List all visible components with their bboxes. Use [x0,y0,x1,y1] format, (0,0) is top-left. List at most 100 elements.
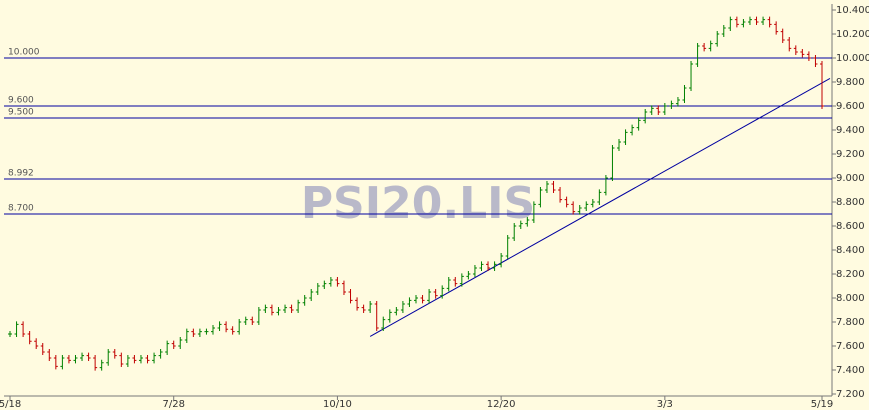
level-label: 10.000 [8,48,40,58]
price-bar [813,55,818,67]
price-bar [715,31,720,47]
price-bar [165,340,170,355]
price-bar [610,145,615,181]
price-bar [296,299,301,313]
price-bar [289,304,294,313]
price-bar [584,201,589,211]
y-tick-label: 7.400 [836,365,865,376]
price-bar [387,309,392,323]
price-bar [250,316,255,325]
price-bar [459,273,464,287]
price-bar [649,105,654,115]
x-tick-label: 12/20 [487,399,516,410]
price-bar [440,285,445,299]
price-bar [40,343,45,355]
price-bar [14,321,19,337]
level-label: 8.700 [8,204,34,214]
y-tick-label: 9.000 [836,173,865,184]
price-bar [158,349,163,359]
x-tick-label: 7/28 [162,399,184,410]
price-bar [269,304,274,316]
price-bar [630,124,635,136]
y-tick-label: 9.800 [836,77,865,88]
price-bar [662,103,667,115]
price-bar [381,316,386,331]
price-bar [263,304,268,313]
price-bar [414,295,418,304]
price-bar [793,45,798,55]
price-bar [486,261,491,271]
price-bar [623,129,628,145]
y-tick-label: 10.200 [836,29,869,40]
price-bar [420,295,425,304]
price-bar [191,328,196,337]
price-bar [538,187,543,208]
price-bar [702,43,707,52]
price-bar [93,355,98,371]
price-bar [341,280,346,295]
price-bar [53,355,58,370]
price-bar [283,304,288,313]
price-bar [643,109,648,124]
price-bar [427,289,432,304]
price-bar [230,326,235,335]
price-bar [695,43,700,67]
price-bar [80,352,85,361]
price-bar [27,331,32,345]
y-tick-label: 7.600 [836,341,865,352]
y-tick-label: 8.400 [836,245,865,256]
y-tick-label: 7.800 [836,317,865,328]
y-tick-label: 10.400 [836,5,869,16]
price-bar [721,25,726,37]
price-bar [512,223,517,241]
price-bar [689,61,694,91]
price-bar [669,100,674,109]
y-tick-label: 8.000 [836,293,865,304]
price-bar [237,319,242,335]
price-bar [34,338,39,349]
price-bar [106,349,111,366]
trend-line [369,77,831,337]
x-tick-label: 5/19 [811,399,833,410]
price-bar [531,201,536,223]
price-bar [145,355,150,364]
price-bar [551,181,556,193]
price-bar [374,301,379,331]
price-bar [675,97,680,107]
price-bar [322,280,327,289]
price-bar [152,352,157,364]
price-bar [774,21,779,35]
price-bar [780,28,785,43]
price-bar [315,283,320,295]
price-bar [348,289,353,304]
price-bar [590,199,595,208]
price-bar [86,352,91,361]
price-bar [761,16,766,25]
y-tick-label: 8.800 [836,197,865,208]
price-bar [754,16,759,25]
price-bar [217,321,222,331]
price-bar [132,355,137,364]
level-label: 9.600 [8,96,34,106]
price-bar [302,295,307,306]
price-bar [400,301,405,313]
price-bar [544,181,549,193]
price-bar [466,271,471,280]
level-label: 9.500 [8,108,34,118]
price-bar [656,105,661,115]
price-bar [603,175,608,196]
y-tick-label: 10.000 [836,53,869,64]
price-bar [407,297,412,307]
price-bar [682,85,687,103]
price-bar [368,301,373,313]
y-tick-label: 8.200 [836,269,865,280]
price-bar [328,277,333,287]
price-bar [394,307,399,316]
price-bar [112,349,117,359]
level-label: 8.992 [8,168,34,178]
price-bar [806,51,811,61]
price-bar [571,201,576,215]
price-bar [747,16,752,25]
y-tick-label: 8.600 [836,221,865,232]
